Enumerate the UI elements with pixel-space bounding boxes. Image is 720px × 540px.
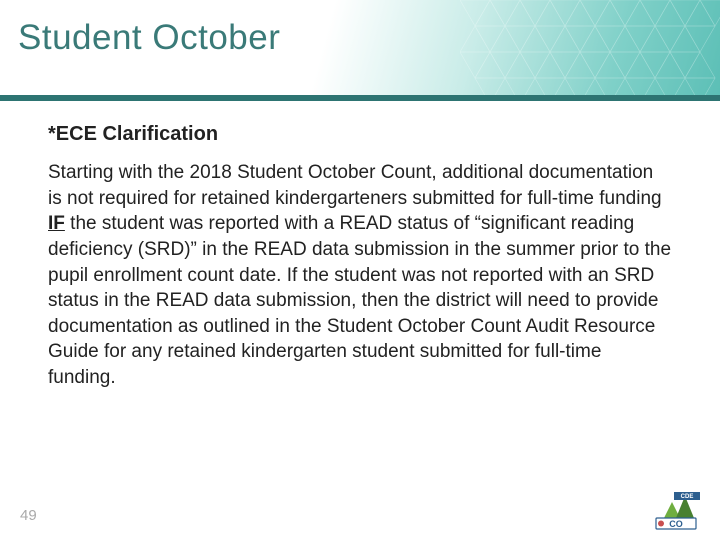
body-text-pre: Starting with the 2018 Student October C… [48, 162, 662, 209]
cde-logo: CDE CO [650, 488, 702, 530]
body-paragraph: Starting with the 2018 Student October C… [48, 160, 672, 391]
subheading: *ECE Clarification [48, 123, 672, 146]
body-text-post: the student was reported with a READ sta… [48, 213, 671, 388]
logo-banner-text: CDE [681, 494, 694, 500]
logo-state-text: CO [669, 519, 683, 529]
page-number: 49 [20, 507, 37, 524]
slide-header: Student October [0, 0, 720, 95]
emphasized-if: IF [48, 213, 65, 234]
slide-title: Student October [18, 18, 280, 58]
header-triangle-pattern [460, 0, 720, 95]
content-area: *ECE Clarification Starting with the 201… [0, 101, 720, 391]
